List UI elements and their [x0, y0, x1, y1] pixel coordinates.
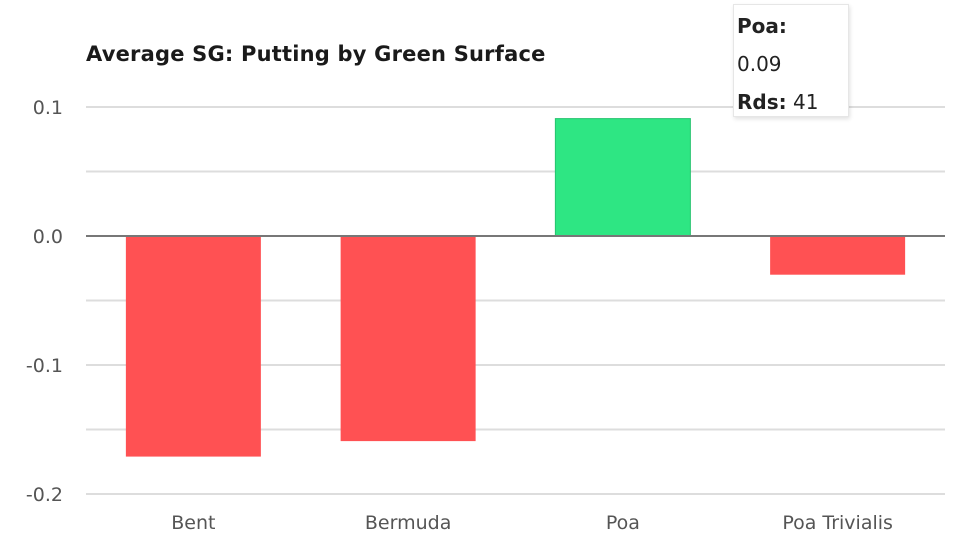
- tooltip-value: 0.09: [737, 52, 782, 76]
- chart-title: Average SG: Putting by Green Surface: [86, 42, 546, 66]
- hover-tooltip: Poa: 0.09 Rds: 41: [733, 4, 849, 117]
- bar-poa-trivialis[interactable]: [770, 236, 906, 275]
- x-category-label: Bent: [171, 512, 215, 534]
- y-axis-ticks: 0.1 0.0 -0.1 -0.2: [26, 97, 63, 506]
- x-category-label: Poa: [606, 512, 640, 534]
- y-tick-label: -0.2: [26, 484, 63, 506]
- tooltip-rounds-value: 41: [792, 90, 819, 114]
- bar-bermuda[interactable]: [340, 236, 476, 442]
- bars: [125, 118, 906, 457]
- x-category-label: Poa Trivialis: [782, 512, 893, 534]
- tooltip-rounds-label: Rds:: [737, 90, 787, 114]
- bar-bent[interactable]: [125, 236, 261, 457]
- y-tick-label: 0.1: [33, 97, 63, 119]
- tooltip-category: Poa:: [737, 14, 787, 38]
- bar-poa[interactable]: [554, 118, 691, 237]
- y-tick-label: 0.0: [33, 226, 63, 248]
- y-tick-label: -0.1: [26, 355, 63, 377]
- x-category-label: Bermuda: [365, 512, 451, 534]
- x-axis-labels: Bent Bermuda Poa Poa Trivialis: [171, 512, 893, 534]
